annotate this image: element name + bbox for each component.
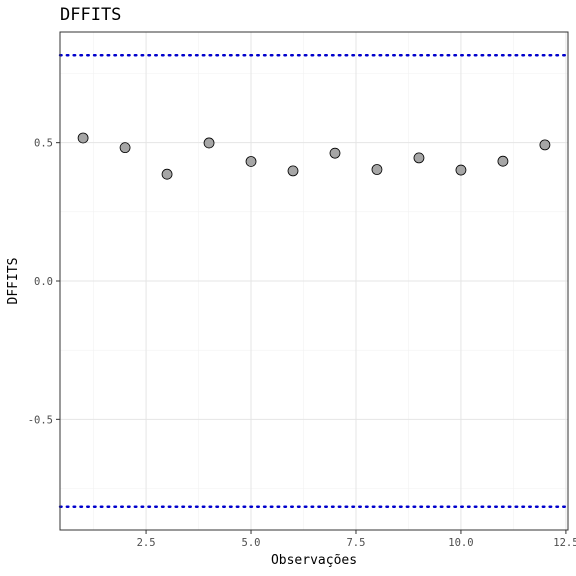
data-point xyxy=(77,132,89,144)
data-point xyxy=(539,139,551,151)
data-point xyxy=(161,168,173,180)
data-point xyxy=(371,164,383,175)
y-axis-title: DFFITS xyxy=(6,258,21,305)
data-point xyxy=(329,147,341,159)
data-point xyxy=(497,155,509,167)
data-point xyxy=(455,164,467,176)
x-tick-label: 12.5 xyxy=(553,537,576,549)
x-tick-label: 5.0 xyxy=(242,537,261,549)
data-point xyxy=(287,165,299,177)
y-tick-label: -0.5 xyxy=(28,414,53,426)
chart-title: DFFITS xyxy=(60,5,121,25)
grid xyxy=(60,32,568,530)
reference-lines xyxy=(58,54,570,508)
x-axis-title: Observações xyxy=(271,553,357,568)
x-tick-label: 10.0 xyxy=(448,537,473,549)
data-points xyxy=(77,132,551,180)
data-point xyxy=(413,152,425,164)
data-point xyxy=(203,137,215,149)
x-tick-label: 2.5 xyxy=(137,537,156,549)
data-point xyxy=(119,142,131,154)
data-point xyxy=(245,156,257,167)
x-tick-label: 7.5 xyxy=(346,537,365,549)
y-tick-label: 0.0 xyxy=(34,276,53,288)
y-tick-label: 0.5 xyxy=(34,138,53,150)
axis-ticks: 2.5 5.0 7.5 10.0 12.5 -0.5 0.0 0.5 xyxy=(28,138,576,549)
